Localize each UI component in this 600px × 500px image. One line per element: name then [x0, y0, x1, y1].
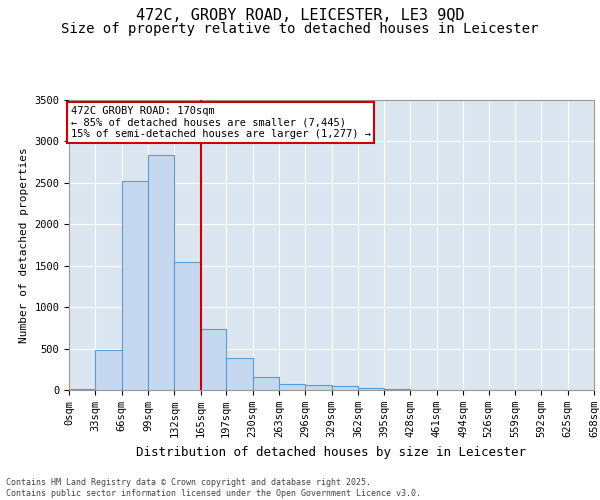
Bar [384, 389, 410, 390]
Bar [358, 388, 384, 390]
Bar [69, 388, 95, 390]
Bar [331, 386, 358, 390]
Y-axis label: Number of detached properties: Number of detached properties [19, 147, 29, 343]
Text: Contains HM Land Registry data © Crown copyright and database right 2025.
Contai: Contains HM Land Registry data © Crown c… [6, 478, 421, 498]
Text: 472C, GROBY ROAD, LEICESTER, LE3 9QD: 472C, GROBY ROAD, LEICESTER, LE3 9QD [136, 8, 464, 22]
Bar [226, 358, 253, 390]
Text: 472C GROBY ROAD: 170sqm
← 85% of detached houses are smaller (7,445)
15% of semi: 472C GROBY ROAD: 170sqm ← 85% of detache… [71, 106, 371, 139]
Text: Size of property relative to detached houses in Leicester: Size of property relative to detached ho… [61, 22, 539, 36]
Bar [305, 385, 331, 390]
Bar [95, 350, 122, 390]
Bar [279, 384, 305, 390]
Bar [253, 377, 279, 390]
Bar [175, 262, 200, 390]
X-axis label: Distribution of detached houses by size in Leicester: Distribution of detached houses by size … [137, 446, 527, 458]
Bar [200, 329, 226, 390]
Bar [148, 154, 175, 390]
Bar [122, 181, 148, 390]
